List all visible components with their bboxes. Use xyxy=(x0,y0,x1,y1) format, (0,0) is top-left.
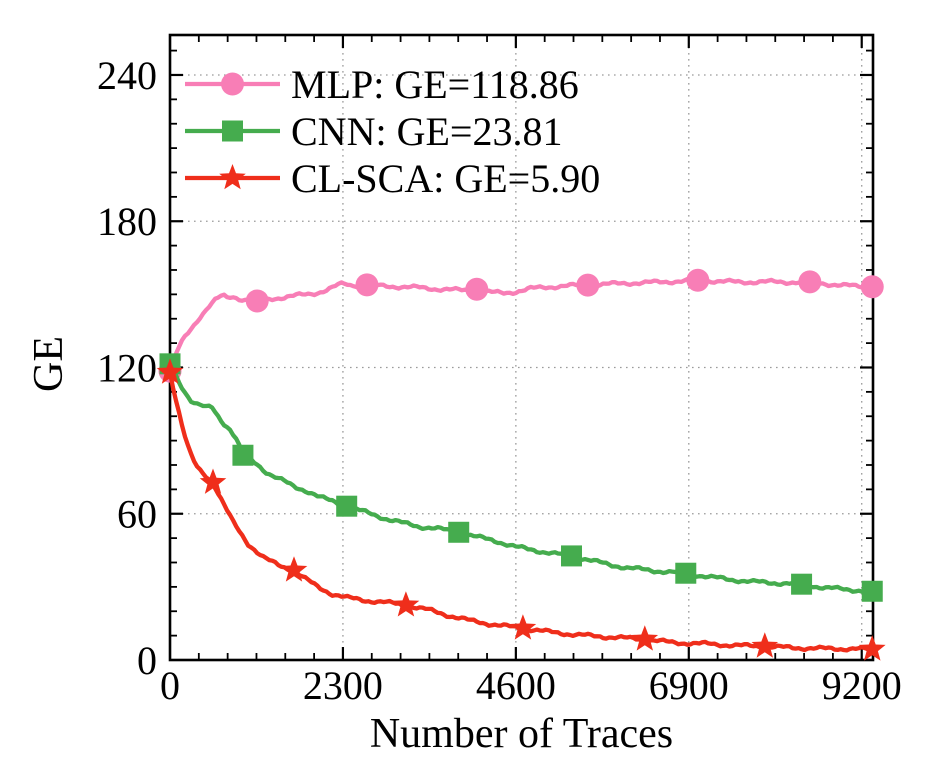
series-marker-0 xyxy=(576,273,600,297)
y-tick-label: 240 xyxy=(97,53,157,98)
series-marker-0 xyxy=(465,277,489,301)
series-marker-1 xyxy=(336,495,358,517)
y-tick-label: 120 xyxy=(97,345,157,390)
series-marker-2 xyxy=(392,591,420,617)
x-tick-label: 6900 xyxy=(649,663,729,708)
series-marker-0 xyxy=(798,270,822,294)
series-marker-2 xyxy=(199,468,227,494)
series-marker-1 xyxy=(560,545,582,567)
series-marker-1 xyxy=(448,521,470,543)
series-marker-2 xyxy=(631,625,659,651)
legend-marker-2 xyxy=(219,164,246,190)
y-tick-label: 60 xyxy=(117,492,157,537)
legend-label-0: MLP: GE=118.86 xyxy=(291,62,579,107)
series-line-0 xyxy=(167,276,875,374)
plot-frame xyxy=(168,33,875,662)
series-marker-2 xyxy=(751,632,779,658)
legend-marker-1 xyxy=(222,120,243,142)
legend-label-1: CNN: GE=23.81 xyxy=(291,109,562,154)
x-tick-label: 2300 xyxy=(303,663,383,708)
y-tick-label: 0 xyxy=(137,638,157,683)
series-marker-2 xyxy=(509,614,537,640)
y-axis-label: GE xyxy=(26,336,72,392)
series-marker-1 xyxy=(861,580,883,602)
series-marker-0 xyxy=(355,273,379,297)
x-axis-label: Number of Traces xyxy=(370,711,673,757)
series-marker-1 xyxy=(791,573,813,595)
y-tick-label: 180 xyxy=(97,199,157,244)
legend-marker-0 xyxy=(221,72,244,96)
series-marker-0 xyxy=(686,268,710,292)
x-tick-label: 4600 xyxy=(476,663,556,708)
x-tick-label: 9200 xyxy=(822,663,902,708)
series-marker-0 xyxy=(245,289,269,313)
series-marker-1 xyxy=(232,444,254,466)
series-marker-0 xyxy=(860,275,884,299)
series-line-1 xyxy=(167,361,875,594)
series-marker-2 xyxy=(156,358,184,384)
series-marker-1 xyxy=(675,562,697,584)
x-tick-label: 0 xyxy=(160,663,180,708)
series-marker-2 xyxy=(858,635,886,661)
legend-label-2: CL-SCA: GE=5.90 xyxy=(291,156,600,201)
series-marker-2 xyxy=(280,556,308,582)
